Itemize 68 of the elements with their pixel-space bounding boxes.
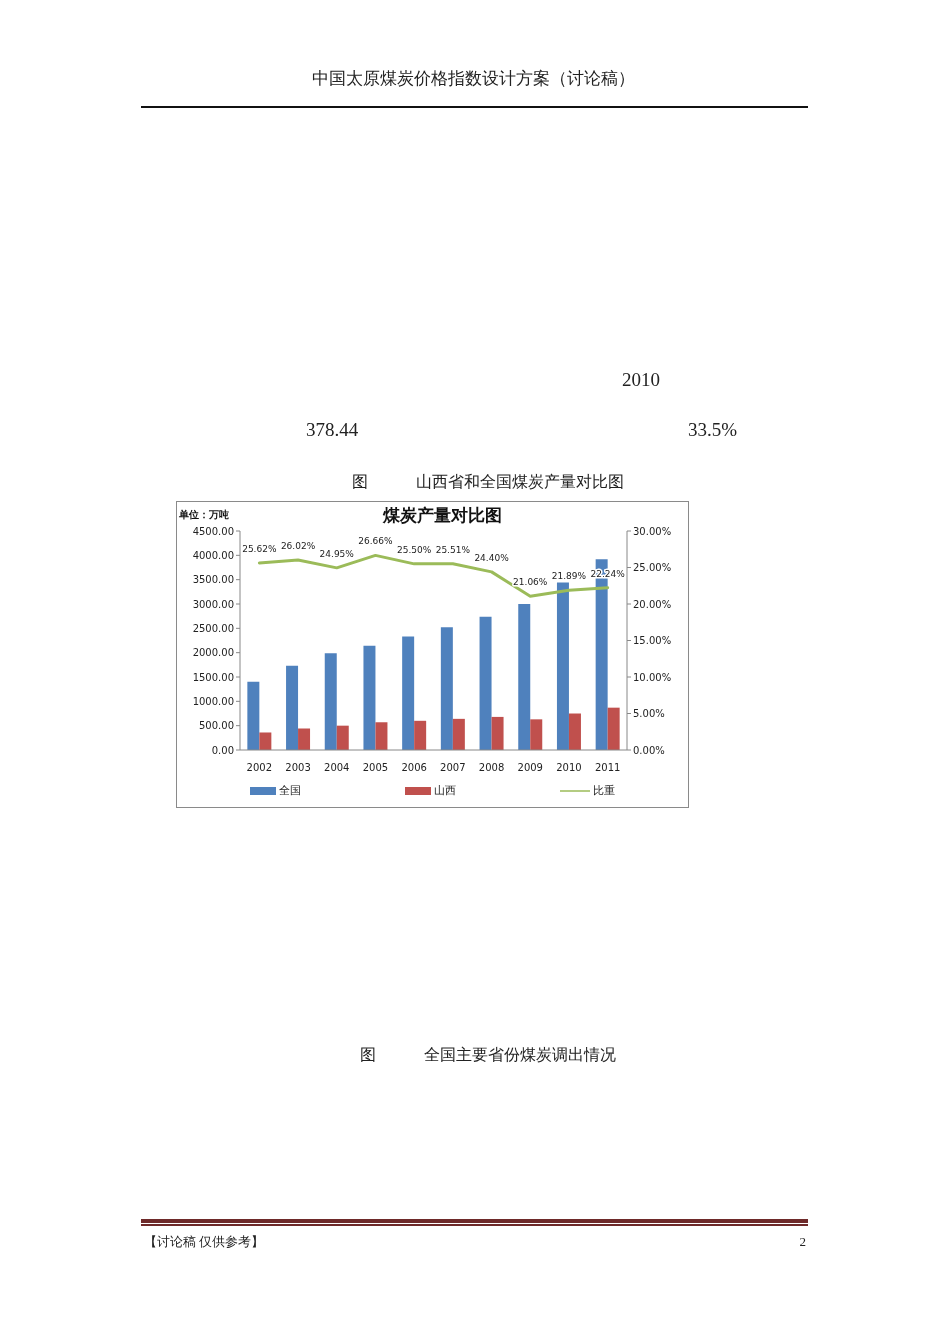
- data-label: 26.66%: [358, 536, 394, 547]
- bar: [530, 719, 543, 750]
- data-label: 25.62%: [242, 543, 277, 554]
- text: 33.5%: [688, 418, 738, 442]
- data-label: 24.40%: [474, 552, 510, 563]
- text: 图 山西省和全国煤炭产量对比图: [352, 472, 624, 492]
- x-tick-label: 2002: [246, 762, 273, 774]
- y2-tick-label: 5.00%: [633, 708, 665, 720]
- y-tick-label: 1500.00: [192, 671, 234, 683]
- x-tick-label: 2003: [285, 762, 311, 774]
- y-axis-title: 单位：万吨: [179, 508, 229, 522]
- y-tick-label: 3500.00: [192, 574, 234, 586]
- bar: [414, 720, 427, 750]
- y2-tick-label: 30.00%: [633, 525, 672, 537]
- data-label: 21.06%: [513, 577, 548, 588]
- bar: [440, 627, 453, 750]
- data-label: 25.51%: [435, 544, 471, 555]
- y2-tick-label: 0.00%: [633, 744, 665, 756]
- text: 2010: [622, 368, 660, 392]
- x-tick-label: 2010: [556, 762, 582, 774]
- bar: [452, 718, 465, 750]
- bar: [479, 616, 492, 750]
- bar: [324, 653, 337, 750]
- text: 【讨论稿 仅供参考】: [144, 1234, 265, 1251]
- text: 378.44: [306, 418, 359, 442]
- legend-label: 山西: [433, 783, 456, 798]
- y-tick-label: 4500.00: [192, 525, 234, 537]
- bar: [286, 665, 299, 750]
- x-tick-label: 2005: [362, 762, 389, 774]
- x-tick-label: 2006: [401, 762, 427, 774]
- y2-tick-label: 25.00%: [633, 562, 672, 574]
- bar: [491, 716, 504, 750]
- bar: [336, 725, 349, 750]
- chart-title: 煤炭产量对比图: [383, 505, 502, 525]
- x-tick-label: 2011: [594, 762, 621, 774]
- bar: [363, 645, 376, 750]
- bar: [402, 636, 415, 750]
- data-label: 25.50%: [396, 544, 432, 555]
- y-tick-label: 3000.00: [192, 598, 234, 610]
- y2-tick-label: 20.00%: [633, 598, 672, 610]
- legend-label: 全国: [278, 783, 301, 798]
- x-tick-label: 2008: [478, 762, 505, 774]
- y-tick-label: 500.00: [199, 720, 234, 732]
- data-label: 24.95%: [319, 548, 355, 559]
- y-tick-label: 4000.00: [192, 549, 234, 561]
- x-tick-label: 2007: [440, 762, 466, 774]
- bar: [518, 604, 531, 750]
- legend-label: 比重: [593, 783, 616, 798]
- y-tick-label: 0.00: [211, 744, 234, 756]
- data-label: 26.02%: [280, 541, 316, 552]
- x-tick-label: 2004: [324, 762, 350, 774]
- y-tick-label: 2000.00: [192, 647, 234, 659]
- bar: [556, 582, 569, 750]
- y-tick-label: 1000.00: [192, 695, 234, 707]
- x-tick-label: 2009: [517, 762, 543, 774]
- bar: [607, 707, 620, 750]
- text: 2: [798, 1234, 806, 1251]
- bar: [375, 722, 388, 750]
- bar: [298, 728, 311, 750]
- bar: [568, 713, 581, 750]
- y-tick-label: 2500.00: [192, 622, 234, 634]
- text: 中国太原煤炭价格指数设计方案（讨论稿）: [310, 68, 636, 90]
- bar: [259, 732, 272, 750]
- y2-tick-label: 15.00%: [633, 635, 672, 647]
- y2-tick-label: 10.00%: [633, 671, 672, 683]
- bar: [247, 681, 260, 750]
- data-label: 21.89%: [551, 571, 587, 582]
- text: 图 全国主要省份煤炭调出情况: [360, 1045, 616, 1065]
